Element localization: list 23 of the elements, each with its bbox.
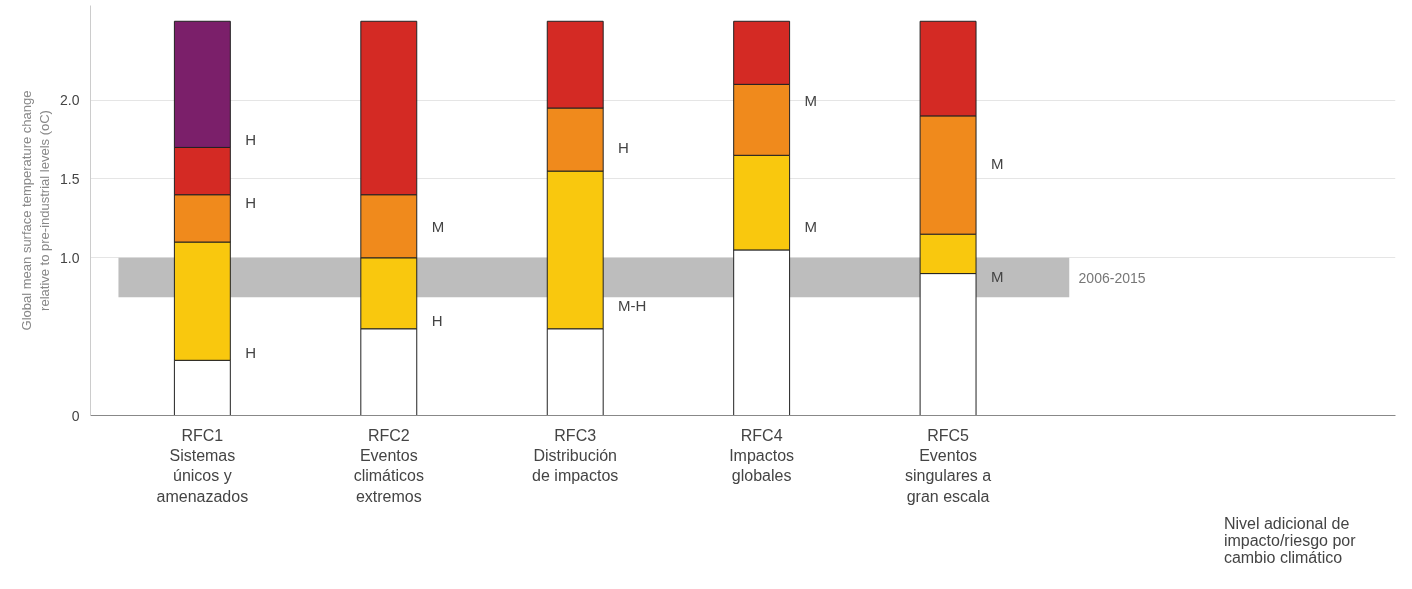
y-tick-label: 1.5 bbox=[60, 170, 80, 187]
y-tick-label: 0 bbox=[71, 407, 80, 424]
band-label: 2006-2015 bbox=[1078, 269, 1146, 286]
annotation: M bbox=[990, 154, 1004, 172]
annotation: H bbox=[245, 194, 257, 212]
x-tick-label: RFC1 Sistemas únicos y amenazados bbox=[156, 426, 249, 505]
y-tick-label: 1.0 bbox=[60, 249, 80, 266]
annotation: H bbox=[245, 343, 257, 361]
annotation: M bbox=[990, 268, 1004, 286]
annotation: H bbox=[431, 312, 443, 330]
x-tick-label: RFC2 Eventos climáticos extremos bbox=[353, 426, 424, 505]
y-tick-label: 2.0 bbox=[60, 92, 80, 109]
annotation: H bbox=[618, 138, 629, 156]
x-tick-label: RFC5 Eventos singulares a gran escala bbox=[904, 426, 992, 505]
x-tick-label: RFC4 Impactos globales bbox=[729, 426, 795, 485]
text: Nivel adicional de impacto/riesgo por cambio climático bbox=[1223, 514, 1357, 566]
annotation: M bbox=[804, 217, 818, 235]
annotation: M-H bbox=[618, 296, 647, 314]
annotation: M bbox=[804, 91, 818, 109]
annotation: M bbox=[431, 217, 445, 235]
x-tick-label: RFC3 Distribución de impactos bbox=[532, 426, 619, 485]
annotation: H bbox=[245, 131, 257, 149]
y-axis-title: Global mean surface temperature change relative to pre-industrial levels (oC) bbox=[19, 90, 53, 331]
